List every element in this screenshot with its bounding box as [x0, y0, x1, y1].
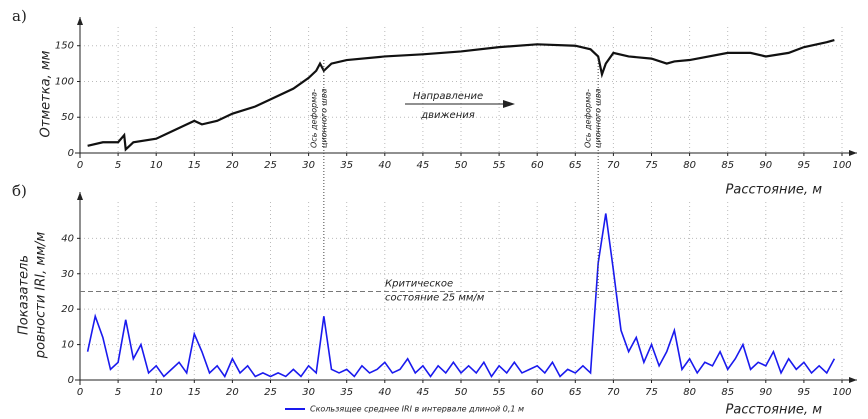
y-tick-label: 0 — [68, 375, 74, 386]
x-tick-label: 40 — [378, 160, 391, 171]
x-tick-label: 45 — [417, 160, 430, 171]
threshold-label: состояние 25 мм/м — [385, 292, 485, 303]
x-tick-label: 65 — [569, 160, 582, 171]
x-axis-arrow — [849, 150, 857, 156]
x-tick-label: 100 — [832, 160, 851, 171]
x-tick-label: 85 — [721, 387, 734, 398]
x-tick-label: 40 — [378, 387, 391, 398]
x-tick-label: 30 — [302, 387, 315, 398]
y-tick-label: 0 — [68, 148, 74, 159]
x-axis-arrow — [849, 377, 857, 383]
data-line — [86, 213, 836, 379]
x-tick-label: 80 — [683, 160, 696, 171]
joint-label: ционного шва — [594, 88, 603, 148]
x-tick-label: 35 — [340, 387, 353, 398]
x-tick-label: 65 — [569, 387, 582, 398]
legend-label: Скользящее среднее IRI в интервале длино… — [310, 405, 524, 414]
y-axis-arrow — [77, 192, 83, 200]
x-tick-label: 15 — [188, 160, 201, 171]
y-axis-label: ровности IRI, мм/м — [34, 232, 49, 360]
direction-label: движения — [420, 110, 475, 121]
y-axis-arrow — [77, 17, 83, 25]
x-tick-label: 100 — [832, 387, 851, 398]
direction-arrowhead — [503, 100, 515, 108]
y-tick-label: 30 — [61, 269, 74, 280]
x-tick-label: 10 — [150, 160, 163, 171]
x-tick-label: 90 — [759, 160, 772, 171]
x-tick-label: 55 — [493, 160, 506, 171]
x-tick-label: 25 — [264, 387, 277, 398]
x-tick-label: 95 — [798, 387, 811, 398]
joint-label: ционного шва — [319, 88, 328, 148]
y-tick-label: 40 — [61, 233, 74, 244]
y-tick-label: 20 — [61, 304, 74, 315]
x-tick-label: 20 — [226, 387, 239, 398]
y-tick-label: 50 — [61, 112, 74, 123]
y-tick-label: 150 — [55, 41, 74, 52]
x-tick-label: 50 — [455, 387, 468, 398]
threshold-label: Критическое — [385, 278, 453, 289]
y-axis-label: Отметка, мм — [39, 50, 54, 137]
x-tick-label: 85 — [721, 160, 734, 171]
joint-label: Ось деформа- — [309, 89, 318, 148]
x-tick-label: 95 — [798, 160, 811, 171]
x-tick-label: 15 — [188, 387, 201, 398]
y-tick-label: 100 — [55, 76, 74, 87]
x-tick-label: 0 — [77, 160, 83, 171]
x-tick-label: 45 — [417, 387, 430, 398]
x-axis-label: Расстояние, м — [726, 183, 823, 198]
x-tick-label: 30 — [302, 160, 315, 171]
x-tick-label: 25 — [264, 160, 277, 171]
x-tick-label: 35 — [340, 160, 353, 171]
x-tick-label: 80 — [683, 387, 696, 398]
x-tick-label: 55 — [493, 387, 506, 398]
x-tick-label: 5 — [115, 387, 121, 398]
x-tick-label: 0 — [77, 387, 83, 398]
joint-label: Ось деформа- — [584, 89, 593, 148]
y-axis-label: Показатель — [17, 255, 32, 335]
x-tick-label: 60 — [531, 387, 544, 398]
x-axis-label: Расстояние, м — [726, 403, 823, 418]
x-tick-label: 5 — [115, 160, 121, 171]
x-tick-label: 50 — [455, 160, 468, 171]
direction-label: Направление — [413, 91, 483, 102]
data-line — [87, 38, 835, 152]
x-tick-label: 75 — [645, 160, 658, 171]
x-tick-label: 90 — [759, 387, 772, 398]
x-tick-label: 70 — [607, 160, 620, 171]
panel-label: б) — [12, 182, 27, 200]
x-tick-label: 10 — [150, 387, 163, 398]
panel-label: а) — [12, 7, 27, 25]
x-tick-label: 20 — [226, 160, 239, 171]
y-tick-label: 10 — [61, 340, 74, 351]
x-tick-label: 60 — [531, 160, 544, 171]
x-tick-label: 75 — [645, 387, 658, 398]
x-tick-label: 70 — [607, 387, 620, 398]
